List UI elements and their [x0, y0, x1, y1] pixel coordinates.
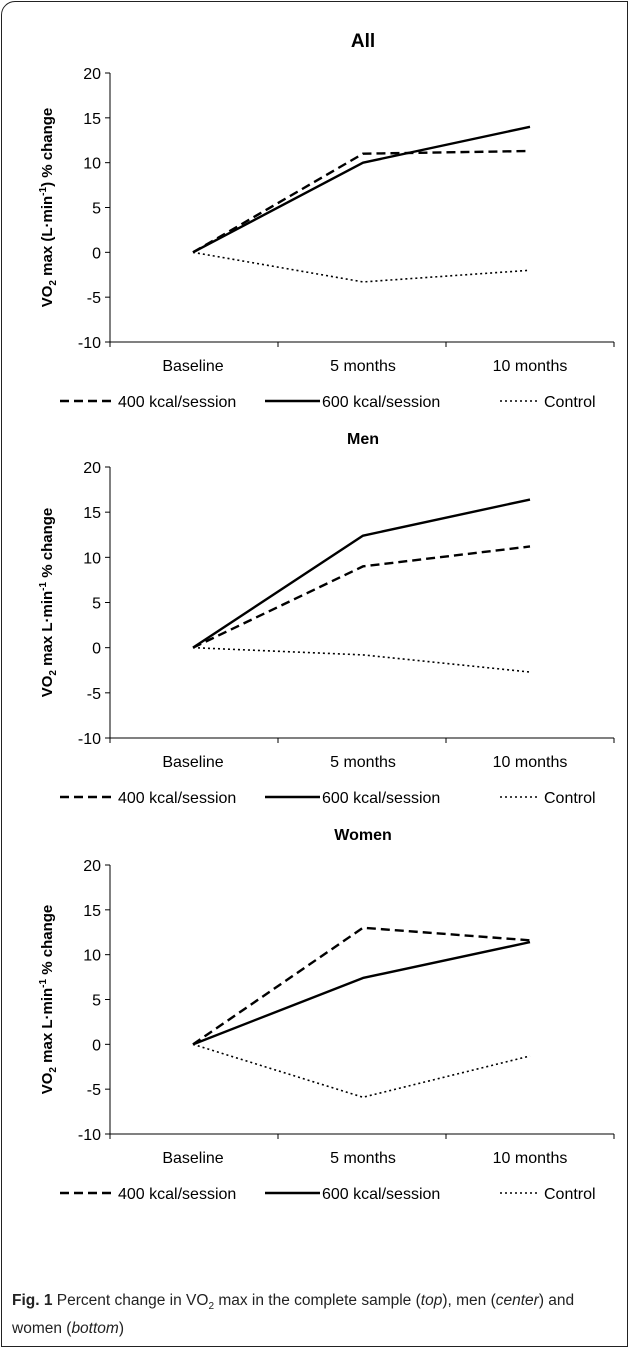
- y-label-subscript: 2: [48, 1067, 59, 1073]
- x-tick-label: 10 months: [493, 358, 568, 375]
- caption-text-1: Percent change in VO: [52, 1292, 209, 1309]
- chart-title: Men: [347, 431, 379, 448]
- legend-label: Control: [544, 790, 596, 807]
- x-tick-label: 10 months: [493, 754, 568, 771]
- y-label-part: max (L·min: [39, 196, 56, 280]
- caption-text-5: ): [118, 1320, 124, 1338]
- caption-text-4: ) and women (: [12, 1292, 575, 1338]
- y-label-part: ) % change: [39, 108, 56, 187]
- y-tick-label: 20: [83, 66, 101, 83]
- x-tick-label: Baseline: [162, 754, 223, 771]
- legend-label: Control: [544, 394, 596, 411]
- x-tick-label: 5 months: [330, 754, 396, 771]
- y-axis-label: VO2 max (L·min-1) % change: [38, 108, 59, 308]
- y-tick-label: 15: [83, 505, 101, 522]
- y-tick-label: 0: [92, 1037, 101, 1054]
- caption-center: center: [495, 1292, 539, 1309]
- y-tick-label: 20: [83, 858, 101, 875]
- y-tick-label: 0: [92, 641, 101, 658]
- series-line-dashed: [192, 149, 531, 254]
- y-label-superscript: -1: [38, 581, 49, 590]
- y-tick-label: 10: [83, 948, 101, 965]
- legend-label: Control: [544, 1186, 596, 1203]
- y-tick-label: -10: [78, 731, 101, 748]
- y-tick-label: 5: [92, 201, 101, 218]
- series-line-dotted: [192, 1043, 531, 1099]
- figure-caption: Fig. 1 Percent change in VO2 max in the …: [12, 1290, 622, 1340]
- y-label-part: VO: [39, 285, 56, 307]
- y-label-part: % change: [39, 905, 56, 979]
- y-label-part: % change: [39, 508, 56, 582]
- y-label-subscript: 2: [48, 670, 59, 676]
- legend-label: 400 kcal/session: [118, 394, 236, 411]
- series-line-dashed: [192, 545, 531, 649]
- caption-subscript: 2: [208, 1301, 215, 1313]
- y-label-part: VO: [39, 675, 56, 697]
- y-axis-label: VO2 max L·min-1 % change: [38, 508, 59, 698]
- series-line-solid: [192, 498, 531, 649]
- x-tick-label: Baseline: [162, 1150, 223, 1167]
- series-line-solid: [192, 940, 531, 1046]
- x-tick-label: 5 months: [330, 1150, 396, 1167]
- legend-label: 600 kcal/session: [322, 790, 440, 807]
- chart-0: All VO2 max (L·min-1) % change 20 15 10 5 0 -5 -…: [38, 31, 615, 411]
- series-line-dotted: [192, 251, 531, 283]
- y-tick-label: 0: [92, 245, 101, 262]
- y-tick-label: 5: [92, 596, 101, 613]
- legend-label: 600 kcal/session: [322, 1186, 440, 1203]
- caption-top: top: [420, 1292, 443, 1309]
- x-tick-label: Baseline: [162, 358, 223, 375]
- chart-2: Women VO2 max L·min-1 % change 20 15 10 5 0 -5 -…: [38, 827, 615, 1203]
- legend-label: 600 kcal/session: [322, 394, 440, 411]
- caption-label: Fig. 1: [12, 1292, 53, 1309]
- chart-title: Women: [334, 827, 391, 844]
- y-label-superscript: -1: [38, 978, 49, 987]
- y-axis-label: VO2 max L·min-1 % change: [38, 905, 59, 1095]
- y-tick-label: -10: [78, 1127, 101, 1144]
- y-label-part: VO: [39, 1072, 56, 1094]
- y-label-part: max L·min: [39, 988, 56, 1067]
- y-label-superscript: -1: [38, 186, 49, 195]
- legend-label: 400 kcal/session: [118, 790, 236, 807]
- y-tick-label: -5: [87, 290, 101, 307]
- y-tick-label: 15: [83, 111, 101, 128]
- caption-bottom: bottom: [71, 1320, 119, 1338]
- y-tick-label: 10: [83, 550, 101, 567]
- y-label-part: max L·min: [39, 591, 56, 670]
- x-tick-label: 5 months: [330, 358, 396, 375]
- caption-text-2: max in the complete sample (: [214, 1292, 421, 1309]
- y-tick-label: 20: [83, 460, 101, 477]
- series-line-dashed: [192, 926, 531, 1046]
- y-tick-label: -10: [78, 335, 101, 352]
- y-tick-label: 5: [92, 993, 101, 1010]
- y-tick-label: 10: [83, 156, 101, 173]
- series-line-solid: [192, 125, 531, 254]
- x-tick-label: 10 months: [493, 1150, 568, 1167]
- y-tick-label: -5: [87, 686, 101, 703]
- y-label-subscript: 2: [48, 280, 59, 286]
- chart-title: All: [351, 31, 375, 52]
- caption-text-3: ), men (: [442, 1292, 496, 1309]
- legend-label: 400 kcal/session: [118, 1186, 236, 1203]
- y-tick-label: -5: [87, 1082, 101, 1099]
- y-tick-label: 15: [83, 903, 101, 920]
- chart-1: Men VO2 max L·min-1 % change 20 15 10 5 0 -5 -10…: [38, 431, 615, 807]
- series-line-dotted: [192, 646, 531, 673]
